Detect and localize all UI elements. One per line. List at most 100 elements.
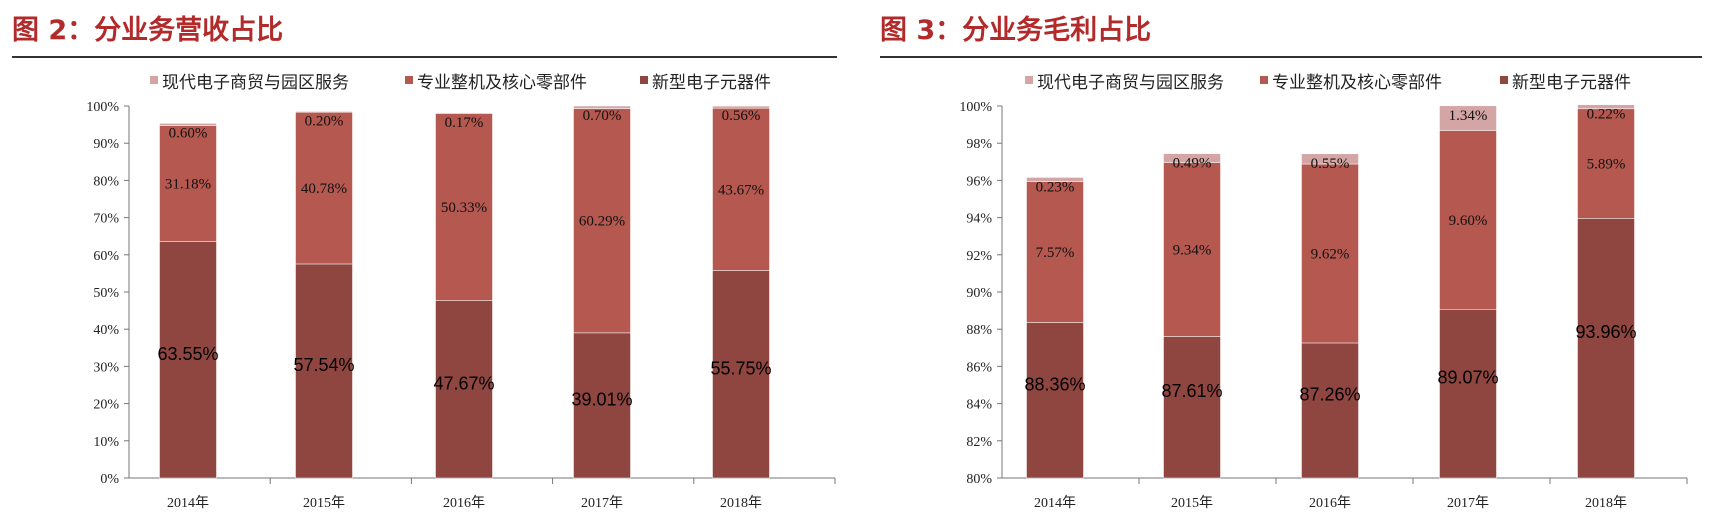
bar-segment: [1301, 153, 1359, 165]
data-label: 50.33%: [441, 200, 487, 216]
data-label: 1.34%: [1449, 108, 1488, 124]
bar-segment: [435, 113, 493, 301]
bar-segment: [1439, 309, 1497, 479]
data-label: 0.17%: [445, 115, 484, 131]
data-label: 93.96%: [1575, 322, 1636, 342]
legend-swatch: [405, 76, 413, 84]
bar-segment: [1439, 105, 1497, 131]
data-label: 9.60%: [1449, 213, 1488, 229]
bar-segment: [435, 112, 493, 114]
x-tick-label: 2018年: [1585, 495, 1627, 511]
bar-segment: [573, 332, 631, 479]
x-tick-label: 2017年: [581, 495, 623, 511]
y-tick-label: 20%: [93, 398, 119, 413]
chart-3-title: 图 3：分业务毛利占比: [880, 15, 1152, 46]
bar-segment: [573, 105, 631, 109]
y-tick-label: 96%: [966, 174, 992, 189]
data-label: 39.01%: [571, 389, 632, 409]
data-label: 60.29%: [579, 214, 625, 230]
y-tick-label: 100%: [959, 100, 992, 115]
y-tick-label: 88%: [966, 323, 992, 338]
data-label: 7.57%: [1036, 245, 1075, 261]
bar-segment: [712, 105, 770, 109]
data-label: 0.49%: [1173, 156, 1212, 172]
y-tick-label: 80%: [966, 472, 992, 487]
bar-segment: [159, 241, 217, 479]
bar-segment: [1439, 130, 1497, 310]
x-tick-label: 2015年: [1171, 495, 1213, 511]
x-tick-label: 2014年: [167, 495, 209, 511]
data-label: 0.60%: [169, 125, 208, 141]
legend-label: 新型电子元器件: [1512, 73, 1631, 93]
data-label: 0.20%: [305, 114, 344, 130]
y-tick-label: 82%: [966, 435, 992, 450]
legend-label: 新型电子元器件: [652, 73, 771, 93]
x-tick-label: 2015年: [303, 495, 345, 511]
data-label: 43.67%: [718, 182, 764, 198]
data-label: 0.23%: [1036, 179, 1075, 195]
bar-segment: [1163, 336, 1221, 479]
chart-2-title: 图 2：分业务营收占比: [12, 15, 284, 46]
y-tick-label: 98%: [966, 137, 992, 152]
data-label: 40.78%: [301, 181, 347, 197]
y-tick-label: 0%: [100, 472, 119, 487]
x-tick-label: 2016年: [1309, 495, 1351, 511]
data-label: 0.70%: [583, 108, 622, 124]
data-label: 63.55%: [157, 344, 218, 364]
x-tick-label: 2014年: [1034, 495, 1076, 511]
data-label: 9.34%: [1173, 243, 1212, 259]
bar-segment: [1577, 108, 1635, 219]
data-label: 0.22%: [1587, 107, 1626, 123]
bar-segment: [295, 111, 353, 113]
bar-segment: [1026, 177, 1084, 182]
bar-segment: [1301, 342, 1359, 479]
data-label: 89.07%: [1437, 368, 1498, 388]
y-tick-label: 70%: [93, 212, 119, 227]
data-label: 9.62%: [1311, 246, 1350, 262]
x-tick-label: 2018年: [720, 495, 762, 511]
bar-segment: [1577, 218, 1635, 479]
y-tick-label: 10%: [93, 435, 119, 450]
legend-swatch: [640, 76, 648, 84]
bar-segment: [1301, 163, 1359, 344]
bar-segment: [159, 123, 217, 126]
y-tick-label: 90%: [93, 137, 119, 152]
bar-segment: [712, 107, 770, 271]
legend-label: 专业整机及核心零部件: [417, 73, 587, 93]
y-tick-label: 40%: [93, 323, 119, 338]
x-tick-label: 2016年: [443, 495, 485, 511]
legend-swatch: [1025, 76, 1033, 84]
y-tick-label: 30%: [93, 360, 119, 375]
data-label: 87.26%: [1299, 384, 1360, 404]
bar-segment: [1163, 162, 1221, 337]
y-tick-label: 60%: [93, 249, 119, 264]
data-label: 88.36%: [1024, 374, 1085, 394]
bar-segment: [159, 125, 217, 242]
data-label: 5.89%: [1587, 157, 1626, 173]
legend-label: 现代电子商贸与园区服务: [1037, 73, 1224, 93]
bar-segment: [712, 270, 770, 479]
data-label: 47.67%: [433, 373, 494, 393]
bar-segment: [295, 111, 353, 265]
y-tick-label: 80%: [93, 174, 119, 189]
bar-segment: [1577, 104, 1635, 110]
data-label: 0.56%: [722, 108, 761, 124]
y-tick-label: 94%: [966, 212, 992, 227]
bar-segment: [573, 108, 631, 334]
x-tick-label: 2017年: [1447, 495, 1489, 511]
data-label: 87.61%: [1161, 381, 1222, 401]
bar-segment: [1163, 153, 1221, 163]
bar-segment: [435, 300, 493, 479]
y-tick-label: 92%: [966, 249, 992, 264]
data-label: 55.75%: [710, 358, 771, 378]
bar-segment: [1026, 322, 1084, 479]
chart-3-divider: [880, 56, 1702, 58]
y-tick-label: 86%: [966, 360, 992, 375]
y-tick-label: 90%: [966, 286, 992, 301]
legend-label: 专业整机及核心零部件: [1272, 73, 1442, 93]
legend-label: 现代电子商贸与园区服务: [162, 73, 349, 93]
data-label: 0.55%: [1311, 156, 1350, 172]
legend-swatch: [150, 76, 158, 84]
y-tick-label: 100%: [86, 100, 119, 115]
